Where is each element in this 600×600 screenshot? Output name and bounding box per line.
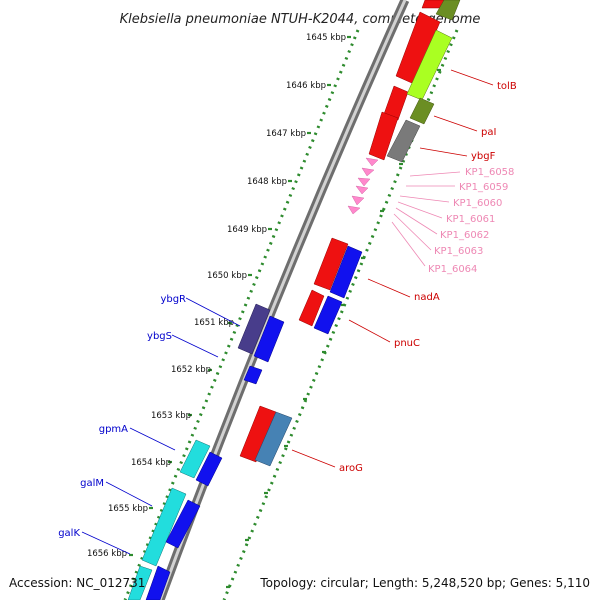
gene-ybgR-blue bbox=[253, 315, 285, 363]
gene-galK-blue bbox=[145, 565, 171, 600]
kbp-label: 1652 kbp bbox=[171, 365, 211, 375]
gene-label-kp1-6064: KP1_6064 bbox=[428, 264, 477, 275]
kbp-label: 1653 kbp bbox=[151, 411, 191, 421]
blue-gene-labels: ybgR ybgS gpmA galM galK bbox=[58, 294, 186, 539]
gene-label-pal: paI bbox=[481, 127, 496, 138]
kbp-label: 1655 kbp bbox=[108, 504, 148, 514]
gene-label-kp1-6062: KP1_6062 bbox=[440, 230, 489, 241]
gene-olive-top bbox=[435, 0, 461, 21]
gene-ybgF-red bbox=[368, 111, 399, 161]
gene-ybgF-grey bbox=[386, 119, 421, 163]
gene-label-nadA: nadA bbox=[414, 292, 440, 303]
kbp-label: 1651 kbp bbox=[194, 318, 234, 328]
kbp-label: 1648 kbp bbox=[247, 177, 287, 187]
red-gene-labels: tolB paI ybgF nadA pnuC aroG bbox=[339, 81, 517, 474]
gene-galM-blue bbox=[165, 499, 201, 549]
red-label-lines bbox=[291, 69, 494, 468]
blue-label-lines bbox=[81, 297, 241, 555]
inner-major-ticks bbox=[226, 68, 441, 589]
gene-label-ybgR: ybgR bbox=[160, 294, 186, 305]
kbp-label: 1646 kbp bbox=[286, 81, 326, 91]
gene-pnuC-red bbox=[298, 289, 325, 327]
gene-galM-cyan bbox=[141, 487, 187, 567]
gene-pal-olive bbox=[409, 97, 435, 125]
gene-nadA-red bbox=[313, 237, 349, 291]
gene-gpmA-blue bbox=[195, 451, 223, 487]
kbp-label: 1645 kbp bbox=[306, 33, 346, 43]
gene-label-pnuC: pnuC bbox=[394, 338, 420, 349]
gene-label-ybgS: ybgS bbox=[147, 331, 172, 342]
topology-text: Topology: circular; Length: 5,248,520 bp… bbox=[259, 576, 590, 590]
kbp-label: 1656 kbp bbox=[87, 549, 127, 559]
gene-label-kp1-6059: KP1_6059 bbox=[459, 182, 508, 193]
gene-ybgR-purple bbox=[237, 303, 271, 355]
accession-text: Accession: NC_012731 bbox=[9, 576, 145, 590]
gene-label-kp1-6061: KP1_6061 bbox=[446, 214, 495, 225]
gene-pnuC-blue bbox=[313, 295, 343, 335]
gene-label-kp1-6063: KP1_6063 bbox=[434, 246, 483, 257]
gene-nadA-blue bbox=[329, 245, 363, 299]
gene-label-aroG: aroG bbox=[339, 463, 363, 474]
gene-ybgS-blue bbox=[243, 365, 263, 385]
gene-label-ybgF: ybgF bbox=[471, 151, 496, 162]
gene-label-tolB: tolB bbox=[497, 81, 517, 92]
gene-gpmA-cyan bbox=[179, 439, 211, 479]
gene-aroG-steelblue bbox=[254, 411, 293, 467]
gene-label-galM: galM bbox=[80, 478, 104, 489]
gene-label-kp1-6060: KP1_6060 bbox=[453, 198, 502, 209]
gene-label-gpmA: gpmA bbox=[99, 424, 128, 435]
kbp-labels: 1645 kbp 1646 kbp 1647 kbp 1648 kbp 1649… bbox=[87, 33, 346, 559]
kbp-label: 1654 kbp bbox=[131, 458, 171, 468]
gene-label-kp1-6058: KP1_6058 bbox=[465, 167, 514, 178]
gene-aroG-red bbox=[239, 405, 277, 463]
pink-small-genes bbox=[347, 157, 379, 215]
gene-label-galK: galK bbox=[58, 528, 80, 539]
gene-galK-cyan bbox=[127, 565, 153, 600]
kbp-label: 1650 kbp bbox=[207, 271, 247, 281]
kbp-label: 1649 kbp bbox=[227, 225, 267, 235]
pink-gene-labels: KP1_6058 KP1_6059 KP1_6060 KP1_6061 KP1_… bbox=[428, 167, 514, 275]
outer-major-ticks bbox=[129, 35, 351, 557]
kbp-label: 1647 kbp bbox=[266, 129, 306, 139]
pink-label-lines bbox=[391, 171, 461, 267]
gene-pal-red bbox=[383, 85, 409, 121]
